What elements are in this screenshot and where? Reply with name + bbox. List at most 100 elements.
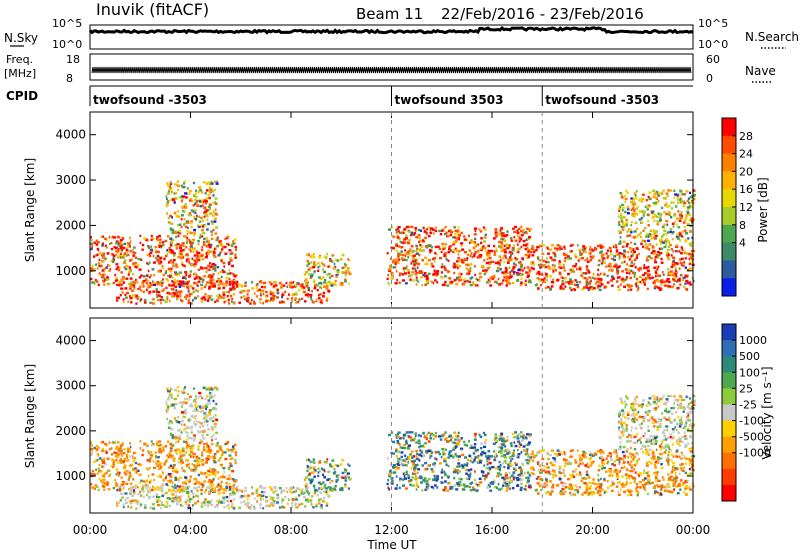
velocity-point	[515, 463, 518, 467]
power-point	[399, 240, 402, 244]
power-point	[271, 296, 275, 299]
power-point	[292, 281, 295, 284]
velocity-point	[494, 438, 497, 441]
power-point	[197, 258, 201, 262]
velocity-point	[194, 423, 198, 426]
power-point	[475, 284, 478, 287]
power-point	[514, 225, 517, 229]
power-point	[433, 256, 437, 260]
velocity-point	[232, 493, 235, 496]
velocity-point	[228, 507, 231, 510]
power-point	[673, 189, 676, 192]
velocity-point	[184, 397, 188, 401]
power-point	[690, 261, 693, 264]
velocity-point	[419, 449, 422, 452]
velocity-point	[214, 386, 217, 389]
velocity-point	[208, 411, 211, 414]
velocity-point	[101, 459, 105, 462]
power-point	[500, 282, 504, 285]
velocity-point	[193, 452, 196, 456]
velocity-point	[141, 453, 144, 457]
power-point	[667, 280, 671, 284]
velocity-point	[228, 495, 230, 499]
velocity-point	[456, 472, 459, 475]
power-point	[602, 253, 605, 256]
power-point	[667, 255, 670, 258]
velocity-point	[506, 449, 509, 452]
velocity-point	[314, 488, 317, 492]
power-point	[686, 274, 689, 277]
velocity-point	[185, 488, 189, 491]
velocity-point	[167, 422, 171, 425]
power-point	[469, 280, 472, 284]
power-point	[271, 293, 274, 296]
power-point	[407, 255, 410, 259]
velocity-point	[189, 404, 192, 408]
power-point	[571, 243, 574, 247]
velocity-point	[424, 468, 428, 471]
power-point	[575, 262, 578, 266]
power-point	[500, 237, 503, 241]
power-point	[411, 225, 414, 229]
velocity-point	[156, 441, 159, 444]
power-point	[295, 301, 299, 304]
velocity-point	[165, 483, 168, 486]
velocity-point	[159, 462, 162, 465]
power-point	[469, 267, 472, 270]
power-point	[156, 290, 159, 293]
power-point	[155, 288, 158, 291]
power-point	[502, 279, 505, 282]
power-point	[307, 268, 310, 271]
power-point	[298, 289, 301, 292]
power-point	[560, 247, 563, 250]
velocity-point	[210, 503, 214, 506]
power-point	[448, 248, 451, 251]
power-point	[125, 254, 128, 257]
velocity-point	[159, 503, 163, 507]
velocity-point	[386, 482, 389, 486]
power-point	[536, 277, 540, 280]
power-point	[304, 278, 308, 281]
velocity-point	[458, 477, 461, 481]
power-point	[291, 282, 294, 285]
power-point	[127, 253, 130, 257]
power-point	[317, 262, 320, 265]
power-point	[176, 243, 180, 246]
power-point	[196, 214, 198, 218]
power-point	[192, 290, 195, 293]
velocity-point	[163, 463, 166, 466]
power-point	[507, 258, 510, 261]
power-point	[130, 283, 133, 287]
power-point	[317, 269, 320, 272]
power-point	[648, 277, 652, 280]
velocity-point	[184, 412, 187, 415]
power-point	[174, 263, 178, 266]
power-point	[628, 264, 631, 268]
velocity-point	[222, 488, 226, 491]
velocity-point	[346, 472, 350, 475]
velocity-point	[233, 480, 237, 483]
velocity-point	[135, 471, 138, 474]
power-point	[676, 194, 679, 198]
power-point	[579, 281, 581, 284]
power-point	[205, 253, 209, 257]
velocity-point	[103, 481, 106, 485]
velocity-point	[205, 489, 207, 492]
power-point	[118, 280, 121, 284]
power-point	[217, 284, 220, 287]
velocity-point	[400, 455, 404, 459]
power-point	[644, 205, 647, 208]
velocity-point	[173, 397, 176, 401]
power-point	[618, 276, 621, 279]
velocity-point	[196, 489, 199, 492]
power-point	[304, 282, 307, 286]
velocity-point	[216, 499, 219, 503]
power-point	[232, 272, 235, 276]
power-point	[178, 232, 182, 235]
power-point	[561, 282, 565, 286]
velocity-point	[174, 436, 177, 440]
power-point	[396, 278, 398, 282]
velocity-point	[204, 472, 208, 475]
power-point	[269, 290, 272, 293]
power-point	[228, 283, 231, 286]
